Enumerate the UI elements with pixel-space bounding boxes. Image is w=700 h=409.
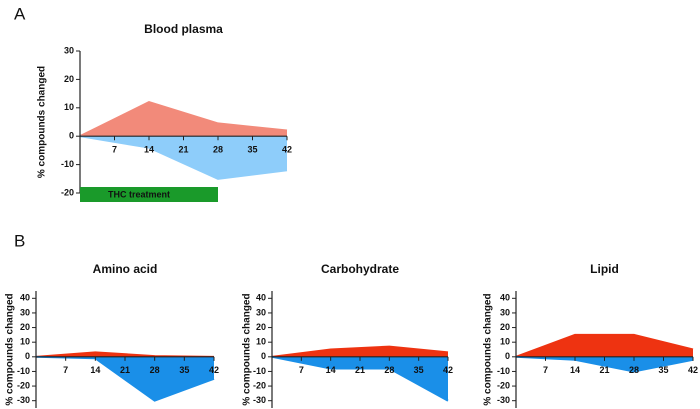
y-tick-label: 10 bbox=[64, 102, 74, 112]
x-tick-label: 42 bbox=[282, 145, 292, 155]
y-tick-label: -10 bbox=[17, 366, 30, 376]
x-tick-label: 21 bbox=[178, 145, 188, 155]
series-line bbox=[515, 333, 694, 358]
x-tick-label: 35 bbox=[247, 145, 257, 155]
y-axis-label: % compounds changed bbox=[483, 293, 494, 405]
area-fill bbox=[80, 136, 287, 179]
chart-title: Amino acid bbox=[93, 262, 158, 276]
y-tick-label: -30 bbox=[17, 395, 30, 405]
x-tick-label: 42 bbox=[209, 365, 219, 375]
x-tick-label: 21 bbox=[599, 365, 609, 375]
y-tick-label: 10 bbox=[500, 337, 510, 347]
y-tick-label: 0 bbox=[505, 351, 510, 361]
y-tick-label: -10 bbox=[61, 159, 74, 169]
x-tick-label: 42 bbox=[443, 365, 453, 375]
x-tick-label: 28 bbox=[384, 365, 394, 375]
y-tick-label: -20 bbox=[497, 380, 510, 390]
x-tick-label: 7 bbox=[543, 365, 548, 375]
x-tick-label: 21 bbox=[355, 365, 365, 375]
x-tick-label: 7 bbox=[112, 145, 117, 155]
chart-title: Lipid bbox=[590, 262, 619, 276]
y-tick-label: 30 bbox=[500, 307, 510, 317]
y-tick-label: 10 bbox=[20, 337, 30, 347]
y-tick-label: 20 bbox=[20, 322, 30, 332]
panel-label: A bbox=[14, 4, 26, 23]
series-line bbox=[271, 355, 449, 402]
panel-label: B bbox=[14, 231, 25, 250]
series-line bbox=[79, 101, 288, 138]
x-tick-label: 14 bbox=[144, 145, 154, 155]
area-fill bbox=[516, 334, 693, 357]
y-tick-label: -20 bbox=[253, 380, 266, 390]
area-fill bbox=[80, 102, 287, 137]
x-tick-label: 14 bbox=[570, 365, 580, 375]
x-tick-label: 7 bbox=[299, 365, 304, 375]
y-tick-label: 30 bbox=[64, 45, 74, 55]
x-tick-label: 42 bbox=[688, 365, 698, 375]
y-tick-label: 20 bbox=[64, 74, 74, 84]
y-axis-label: % compounds changed bbox=[37, 66, 48, 178]
y-tick-label: 40 bbox=[20, 293, 30, 303]
x-tick-label: 28 bbox=[150, 365, 160, 375]
y-tick-label: 40 bbox=[256, 293, 266, 303]
y-tick-label: 20 bbox=[500, 322, 510, 332]
y-tick-label: 40 bbox=[500, 293, 510, 303]
x-tick-label: 28 bbox=[213, 145, 223, 155]
x-tick-label: 21 bbox=[120, 365, 130, 375]
y-tick-label: 20 bbox=[256, 322, 266, 332]
series-line bbox=[271, 345, 449, 358]
y-tick-label: -20 bbox=[17, 380, 30, 390]
x-tick-label: 28 bbox=[629, 365, 639, 375]
y-tick-label: 30 bbox=[20, 307, 30, 317]
treatment-bar bbox=[80, 187, 218, 202]
y-axis-label: % compounds changed bbox=[5, 293, 16, 405]
y-tick-label: 0 bbox=[25, 351, 30, 361]
chart-title: Blood plasma bbox=[144, 22, 223, 36]
y-axis-label: % compounds changed bbox=[242, 293, 253, 405]
y-tick-label: -10 bbox=[253, 366, 266, 376]
y-tick-label: 0 bbox=[261, 351, 266, 361]
x-tick-label: 35 bbox=[414, 365, 424, 375]
x-tick-label: 14 bbox=[90, 365, 100, 375]
series-line bbox=[79, 135, 288, 180]
x-tick-label: 14 bbox=[326, 365, 336, 375]
chart-title: Carbohydrate bbox=[321, 262, 399, 276]
x-tick-label: 7 bbox=[63, 365, 68, 375]
x-tick-label: 35 bbox=[179, 365, 189, 375]
y-tick-label: -10 bbox=[497, 366, 510, 376]
y-tick-label: 0 bbox=[69, 131, 74, 141]
y-tick-label: 30 bbox=[256, 307, 266, 317]
treatment-label: THC treatment bbox=[108, 189, 170, 199]
y-tick-label: -30 bbox=[497, 395, 510, 405]
area-fill bbox=[272, 346, 448, 357]
y-tick-label: 10 bbox=[256, 337, 266, 347]
x-tick-label: 35 bbox=[658, 365, 668, 375]
area-fill bbox=[272, 356, 448, 401]
y-tick-label: -20 bbox=[61, 187, 74, 197]
y-tick-label: -30 bbox=[253, 395, 266, 405]
